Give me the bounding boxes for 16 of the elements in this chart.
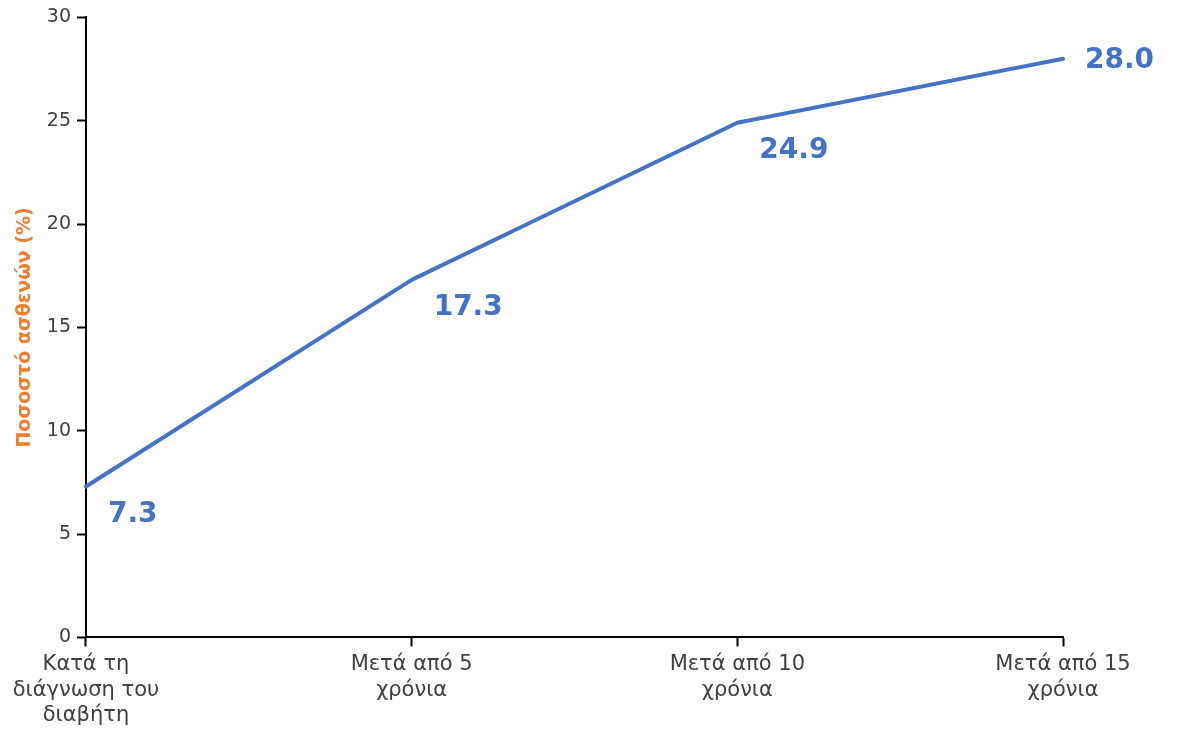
y-tick-label: 25 (46, 107, 71, 130)
data-label: 17.3 (433, 289, 503, 323)
y-tick-label: 15 (46, 314, 71, 337)
y-tick-label: 30 (46, 4, 71, 27)
x-tick-label: Μετά από 5 χρόνια (350, 651, 473, 701)
data-label: 24.9 (759, 132, 829, 166)
data-label: 7.3 (107, 495, 158, 529)
y-tick-label: 20 (46, 211, 71, 233)
y-tick-label: 0 (58, 624, 71, 647)
y-tick-label: 5 (58, 521, 71, 543)
y-axis-title: Ποσοστό ασθενών (%) (12, 207, 35, 448)
x-tick-label: Κατά τη διάγνωση του διαβήτη (12, 651, 160, 726)
x-tick-label: Μετά από 15 χρόνια (995, 651, 1131, 701)
x-tick-label: Μετά από 10 χρόνια (669, 651, 806, 701)
y-tick-label: 10 (46, 417, 71, 440)
data-label: 28.0 (1085, 42, 1155, 76)
